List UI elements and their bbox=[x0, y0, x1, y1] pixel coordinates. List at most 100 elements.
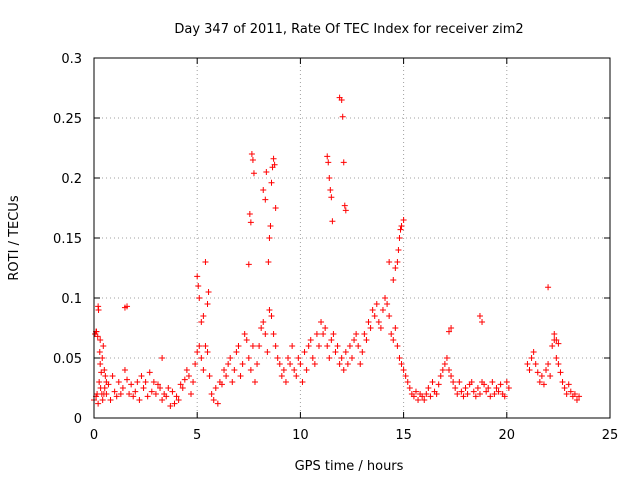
data-point bbox=[95, 400, 102, 407]
data-point bbox=[272, 343, 279, 349]
data-point bbox=[324, 343, 331, 349]
data-point bbox=[419, 393, 426, 400]
data-point bbox=[263, 169, 270, 175]
data-point bbox=[464, 391, 471, 397]
data-point bbox=[547, 373, 554, 379]
data-point bbox=[270, 331, 277, 337]
x-axis-label: GPS time / hours bbox=[295, 459, 404, 474]
data-point bbox=[301, 349, 308, 355]
x-tick-label: 5 bbox=[193, 428, 201, 443]
data-point bbox=[561, 385, 568, 391]
x-tick-label: 20 bbox=[499, 428, 516, 443]
data-point bbox=[505, 385, 512, 391]
data-point bbox=[247, 367, 254, 373]
data-point bbox=[202, 343, 209, 349]
data-point bbox=[100, 343, 107, 349]
data-point bbox=[412, 388, 419, 395]
data-point bbox=[355, 343, 362, 349]
data-point bbox=[194, 273, 201, 280]
data-point bbox=[225, 361, 232, 367]
data-point bbox=[175, 397, 182, 403]
data-point bbox=[195, 283, 202, 289]
data-point bbox=[173, 393, 180, 400]
data-point bbox=[167, 403, 174, 409]
data-point bbox=[181, 376, 188, 383]
y-tick-label: 0.2 bbox=[61, 172, 82, 187]
data-point bbox=[200, 367, 207, 373]
data-point bbox=[338, 355, 345, 361]
data-point bbox=[247, 219, 254, 226]
data-point bbox=[388, 331, 395, 337]
data-point bbox=[328, 337, 335, 343]
data-point bbox=[553, 337, 560, 343]
data-point bbox=[205, 289, 212, 295]
data-point bbox=[307, 337, 314, 343]
data-point bbox=[351, 337, 358, 343]
data-point bbox=[132, 388, 139, 395]
data-point bbox=[559, 379, 566, 385]
data-point bbox=[458, 388, 465, 395]
data-point bbox=[540, 381, 547, 388]
data-point bbox=[111, 388, 118, 395]
data-point bbox=[126, 391, 133, 397]
data-point bbox=[190, 379, 197, 385]
data-point bbox=[495, 388, 502, 395]
data-point bbox=[470, 388, 477, 395]
data-point bbox=[266, 235, 273, 241]
data-point bbox=[265, 259, 272, 265]
data-point bbox=[555, 340, 562, 347]
data-point bbox=[415, 397, 422, 403]
data-point bbox=[320, 331, 327, 337]
data-point bbox=[204, 301, 211, 307]
data-point bbox=[246, 211, 253, 217]
data-point bbox=[481, 381, 488, 388]
data-point bbox=[95, 303, 102, 310]
data-point bbox=[342, 207, 349, 214]
data-point bbox=[402, 373, 409, 379]
data-point bbox=[503, 379, 510, 385]
data-point bbox=[276, 361, 283, 367]
data-point bbox=[109, 373, 116, 379]
data-point bbox=[159, 355, 166, 361]
data-point bbox=[200, 313, 207, 319]
data-point bbox=[117, 391, 124, 397]
data-point bbox=[390, 337, 397, 343]
data-point bbox=[289, 343, 296, 349]
data-point bbox=[386, 313, 393, 319]
data-point bbox=[485, 385, 492, 391]
data-point bbox=[394, 343, 401, 349]
data-point bbox=[101, 367, 108, 373]
data-point bbox=[534, 369, 541, 376]
data-point bbox=[501, 393, 508, 400]
data-point bbox=[115, 379, 122, 385]
data-point bbox=[397, 226, 404, 233]
data-point bbox=[404, 379, 411, 385]
data-point bbox=[573, 397, 580, 403]
data-point bbox=[497, 381, 504, 388]
data-point bbox=[326, 175, 333, 181]
data-point bbox=[462, 385, 469, 391]
data-point bbox=[194, 349, 201, 355]
data-point bbox=[235, 343, 242, 349]
data-point bbox=[369, 307, 376, 313]
data-point bbox=[96, 379, 103, 385]
data-point bbox=[479, 319, 486, 325]
data-point bbox=[97, 361, 104, 367]
data-point bbox=[196, 295, 203, 301]
data-point bbox=[340, 159, 347, 166]
data-point bbox=[379, 307, 386, 313]
plot-grid bbox=[94, 58, 610, 418]
data-point bbox=[98, 369, 105, 376]
data-point bbox=[567, 388, 574, 395]
data-point bbox=[363, 337, 370, 343]
data-point bbox=[202, 259, 209, 265]
data-point bbox=[549, 343, 556, 349]
data-point bbox=[221, 367, 228, 373]
data-point bbox=[446, 328, 453, 335]
data-point bbox=[406, 385, 413, 391]
data-point bbox=[192, 361, 199, 367]
data-point bbox=[330, 331, 337, 337]
data-point bbox=[400, 367, 407, 373]
data-point bbox=[398, 223, 405, 229]
y-tick-label: 0 bbox=[74, 412, 82, 427]
